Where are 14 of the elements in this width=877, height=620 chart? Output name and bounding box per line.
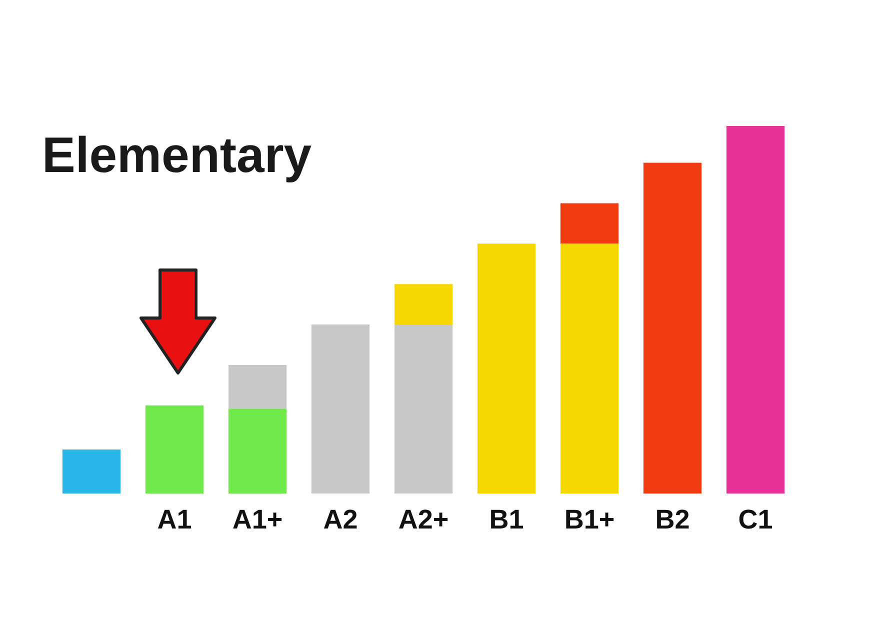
x-tick-label: B1 <box>489 504 524 534</box>
bar <box>228 409 287 494</box>
x-tick-label: A1+ <box>232 504 283 534</box>
bar <box>145 405 204 494</box>
x-tick-label: B2 <box>655 504 690 534</box>
x-tick-label: B1+ <box>564 504 615 534</box>
bar <box>726 126 785 494</box>
x-tick-label: A2 <box>323 504 358 534</box>
x-tick-label: A2+ <box>398 504 449 534</box>
x-tick-label: C1 <box>738 504 773 534</box>
chart-title: Elementary <box>42 127 312 183</box>
bar <box>62 449 121 494</box>
x-tick-label: A1 <box>157 504 192 534</box>
bar <box>560 203 619 244</box>
